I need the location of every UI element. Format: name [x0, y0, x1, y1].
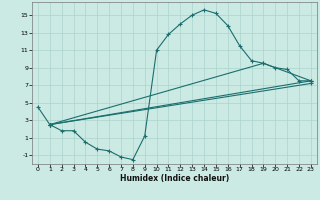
X-axis label: Humidex (Indice chaleur): Humidex (Indice chaleur)	[120, 174, 229, 183]
